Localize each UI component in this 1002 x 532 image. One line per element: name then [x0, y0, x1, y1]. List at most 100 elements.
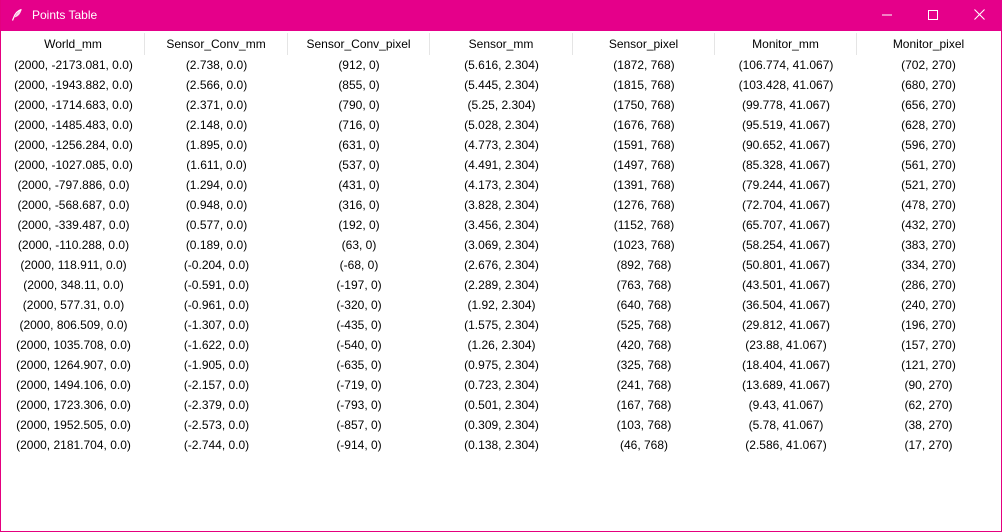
table-cell: (478, 270) — [901, 198, 956, 212]
table-cell: (38, 270) — [904, 418, 953, 432]
table-cell: (5.25, 2.304) — [467, 98, 536, 112]
table-row[interactable]: (2000, 1952.505, 0.0) (-2.573, 0.0) (-857,… — [2, 415, 1000, 435]
table-cell: (521, 270) — [901, 178, 956, 192]
table-row[interactable]: (2000, -1485.483, 0.0) (2.148, 0.0) (716, … — [2, 115, 1000, 135]
table-cell: (631, 0) — [338, 138, 380, 152]
table-cell: (2000, -1714.683, 0.0) — [14, 98, 133, 112]
table-cell: (46, 768) — [619, 438, 669, 452]
table-row[interactable]: (2000, 348.11, 0.0) (-0.591, 0.0) (-197, 0… — [2, 275, 1000, 295]
table-row[interactable]: (2000, 577.31, 0.0) (-0.961, 0.0) (-320, 0… — [2, 295, 1000, 315]
table-cell: (628, 270) — [901, 118, 956, 132]
table-cell: (2.371, 0.0) — [185, 98, 248, 112]
table-cell: (18.404, 41.067) — [741, 358, 831, 372]
table-cell: (29.812, 41.067) — [741, 318, 831, 332]
table-row[interactable]: (2000, 1723.306, 0.0) (-2.379, 0.0) (-793,… — [2, 395, 1000, 415]
column-header-sensor-mm[interactable]: Sensor_mm — [430, 33, 573, 55]
table-row[interactable]: (2000, 2181.704, 0.0) (-2.744, 0.0) (-914,… — [2, 435, 1000, 455]
table-cell: (-793, 0) — [336, 398, 382, 412]
table-cell: (1815, 768) — [613, 78, 675, 92]
table-cell: (95.519, 41.067) — [741, 118, 831, 132]
table-cell: (383, 270) — [901, 238, 956, 252]
table-row[interactable]: (2000, -568.687, 0.0) (0.948, 0.0) (316, 0… — [2, 195, 1000, 215]
title-bar[interactable]: Points Table — [1, 0, 1002, 31]
table-cell: (79.244, 41.067) — [741, 178, 831, 192]
table-cell: (2.676, 2.304) — [464, 258, 539, 272]
table-cell: (23.88, 41.067) — [745, 338, 827, 352]
table-cell: (58.254, 41.067) — [741, 238, 831, 252]
table-cell: (2000, -2173.081, 0.0) — [14, 58, 133, 72]
table-row[interactable]: (2000, -1943.882, 0.0) (2.566, 0.0) (855, … — [2, 75, 1000, 95]
table-cell: (0.138, 2.304) — [464, 438, 539, 452]
table-cell: (-1.905, 0.0) — [183, 358, 250, 372]
table-cell: (-1.622, 0.0) — [183, 338, 250, 352]
points-table[interactable]: World_mm Sensor_Conv_mm Sensor_Conv_pixe… — [2, 31, 1000, 530]
table-row[interactable]: (2000, -1027.085, 0.0) (1.611, 0.0) (537, … — [2, 155, 1000, 175]
table-cell: (3.828, 2.304) — [464, 198, 539, 212]
table-cell: (431, 0) — [338, 178, 380, 192]
table-cell: (240, 270) — [901, 298, 956, 312]
table-row[interactable]: (2000, 806.509, 0.0) (-1.307, 0.0) (-435, … — [2, 315, 1000, 335]
column-header-sensor-conv-mm[interactable]: Sensor_Conv_mm — [145, 33, 288, 55]
table-cell: (1872, 768) — [613, 58, 675, 72]
table-cell: (2000, 1264.907, 0.0) — [16, 358, 131, 372]
table-cell: (157, 270) — [901, 338, 956, 352]
table-cell: (-320, 0) — [336, 298, 382, 312]
table-row[interactable]: (2000, -1256.284, 0.0) (1.895, 0.0) (631, … — [2, 135, 1000, 155]
table-cell: (912, 0) — [338, 58, 380, 72]
table-row[interactable]: (2000, -339.487, 0.0) (0.577, 0.0) (192, 0… — [2, 215, 1000, 235]
table-cell: (-2.744, 0.0) — [183, 438, 250, 452]
table-cell: (-2.157, 0.0) — [183, 378, 250, 392]
table-cell: (-635, 0) — [336, 358, 382, 372]
table-cell: (537, 0) — [338, 158, 380, 172]
table-cell: (1497, 768) — [613, 158, 675, 172]
table-row[interactable]: (2000, -797.886, 0.0) (1.294, 0.0) (431, 0… — [2, 175, 1000, 195]
table-cell: (1.26, 2.304) — [467, 338, 536, 352]
table-cell: (2000, -568.687, 0.0) — [17, 198, 130, 212]
column-header-world-mm[interactable]: World_mm — [2, 33, 145, 55]
table-row[interactable]: (2000, 1494.106, 0.0) (-2.157, 0.0) (-719,… — [2, 375, 1000, 395]
table-cell: (167, 768) — [616, 398, 672, 412]
table-cell: (106.774, 41.067) — [738, 58, 834, 72]
table-cell: (596, 270) — [901, 138, 956, 152]
table-cell: (196, 270) — [901, 318, 956, 332]
table-cell: (13.689, 41.067) — [741, 378, 831, 392]
table-cell: (2000, -1027.085, 0.0) — [14, 158, 133, 172]
table-cell: (63, 0) — [341, 238, 377, 252]
table-cell: (325, 768) — [616, 358, 672, 372]
table-row[interactable]: (2000, -2173.081, 0.0) (2.738, 0.0) (912, … — [2, 55, 1000, 75]
table-cell: (-857, 0) — [336, 418, 382, 432]
table-cell: (2000, 1723.306, 0.0) — [16, 398, 131, 412]
table-cell: (2.586, 41.067) — [745, 438, 827, 452]
table-cell: (1152, 768) — [613, 218, 675, 232]
close-button[interactable] — [956, 0, 1002, 31]
column-header-monitor-mm[interactable]: Monitor_mm — [715, 33, 857, 55]
table-row[interactable]: (2000, 1264.907, 0.0) (-1.905, 0.0) (-635,… — [2, 355, 1000, 375]
table-cell: (85.328, 41.067) — [741, 158, 831, 172]
table-row[interactable]: (2000, 118.911, 0.0) (-0.204, 0.0) (-68, 0… — [2, 255, 1000, 275]
column-header-sensor-conv-pixel[interactable]: Sensor_Conv_pixel — [288, 33, 430, 55]
table-row[interactable]: (2000, -1714.683, 0.0) (2.371, 0.0) (790, … — [2, 95, 1000, 115]
column-header-sensor-pixel[interactable]: Sensor_pixel — [573, 33, 715, 55]
table-cell: (286, 270) — [901, 278, 956, 292]
column-header-monitor-pixel[interactable]: Monitor_pixel — [892, 37, 965, 51]
table-cell: (1023, 768) — [613, 238, 675, 252]
table-cell: (0.501, 2.304) — [464, 398, 539, 412]
table-cell: (2.738, 0.0) — [185, 58, 248, 72]
table-cell: (-2.573, 0.0) — [183, 418, 250, 432]
table-cell: (0.723, 2.304) — [464, 378, 539, 392]
table-cell: (-914, 0) — [336, 438, 382, 452]
table-cell: (5.028, 2.304) — [464, 118, 539, 132]
table-row[interactable]: (2000, 1035.708, 0.0) (-1.622, 0.0) (-540,… — [2, 335, 1000, 355]
table-cell: (1.92, 2.304) — [467, 298, 536, 312]
table-cell: (2000, 1494.106, 0.0) — [16, 378, 131, 392]
table-cell: (702, 270) — [901, 58, 956, 72]
table-body: (2000, -2173.081, 0.0) (2.738, 0.0) (912, … — [2, 55, 1000, 455]
window-title: Points Table — [32, 8, 98, 22]
table-cell: (1676, 768) — [613, 118, 675, 132]
minimize-button[interactable] — [864, 0, 910, 31]
table-cell: (50.801, 41.067) — [741, 258, 831, 272]
table-cell: (716, 0) — [338, 118, 380, 132]
table-row[interactable]: (2000, -110.288, 0.0) (0.189, 0.0) (63, 0)… — [2, 235, 1000, 255]
table-cell: (2000, -339.487, 0.0) — [17, 218, 130, 232]
maximize-button[interactable] — [910, 0, 956, 31]
